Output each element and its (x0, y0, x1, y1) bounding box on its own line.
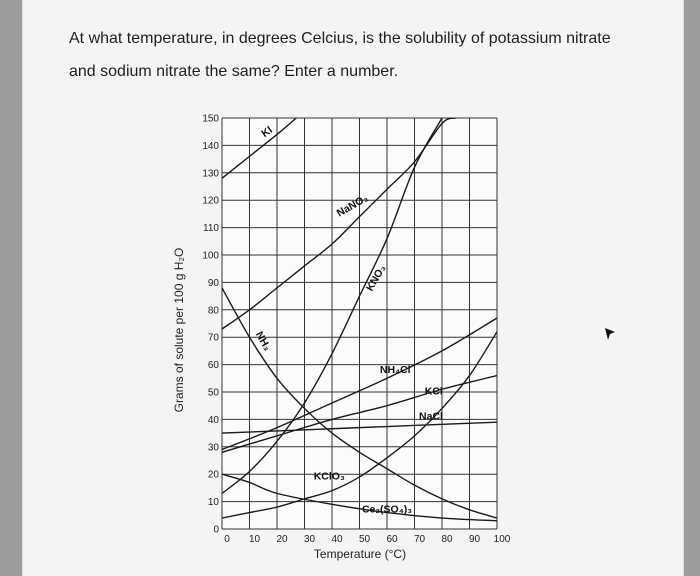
series-line-kcl (222, 374, 497, 453)
y-tick-label: 140 (202, 141, 219, 152)
y-tick-label: 130 (202, 168, 219, 179)
series-label: Ce₂(SO₄)₃ (362, 504, 412, 516)
x-tick-label: 90 (469, 534, 481, 545)
y-tick-label: 40 (208, 415, 220, 426)
y-tick-label: 0 (213, 525, 219, 536)
series-label: NH₄Cl (380, 364, 411, 376)
x-tick-label: 70 (414, 534, 426, 545)
x-tick-label: 50 (359, 534, 371, 545)
y-tick-label: 60 (208, 360, 220, 371)
y-tick-label: 80 (208, 305, 220, 316)
y-tick-label: 30 (208, 442, 220, 453)
series-label: KCl (425, 386, 443, 398)
x-tick-label: 100 (494, 534, 511, 545)
series-line-ceso (222, 473, 497, 522)
x-tick-label: 40 (331, 534, 343, 545)
x-axis-title: Temperature (°C) (314, 547, 406, 561)
series-line-kno (222, 118, 443, 494)
y-tick-labels: 0 10 20 30 40 50 60 70 80 90 100 110 120 130 140 150 (202, 114, 219, 536)
question-text: At what temperature, in degrees Celcius,… (69, 30, 611, 80)
series-line-nano (222, 118, 457, 330)
series-line-nh (222, 287, 497, 519)
y-tick-label: 50 (208, 388, 220, 399)
x-tick-label: 10 (249, 534, 261, 545)
y-axis-title: Grams of solute per 100 g H₂O (172, 248, 186, 413)
series-line-ki (222, 118, 297, 179)
x-tick-label: 60 (386, 534, 398, 545)
curves (222, 118, 497, 522)
x-tick-label: 30 (304, 534, 316, 545)
y-tick-label: 110 (203, 223, 219, 234)
mouse-cursor-icon (605, 328, 615, 340)
series-line-nhcl (222, 317, 497, 451)
series-label: NaCl (419, 410, 443, 422)
x-tick-label: 0 (224, 534, 230, 545)
series-line-nacl (222, 421, 497, 434)
grid (221, 117, 498, 530)
series-line-kclo (222, 331, 497, 519)
y-tick-label: 70 (208, 333, 220, 344)
y-tick-label: 150 (202, 114, 219, 125)
x-tick-label: 20 (276, 534, 288, 545)
x-tick-labels: 0 10 20 30 40 50 60 70 80 90 100 (224, 534, 511, 545)
y-tick-label: 10 (208, 497, 220, 508)
y-tick-label: 90 (208, 278, 220, 289)
y-tick-label: 100 (202, 251, 219, 262)
x-tick-label: 80 (441, 534, 453, 545)
y-tick-label: 20 (208, 470, 220, 481)
y-tick-label: 120 (202, 196, 219, 207)
series-label: KClO₃ (314, 471, 345, 483)
